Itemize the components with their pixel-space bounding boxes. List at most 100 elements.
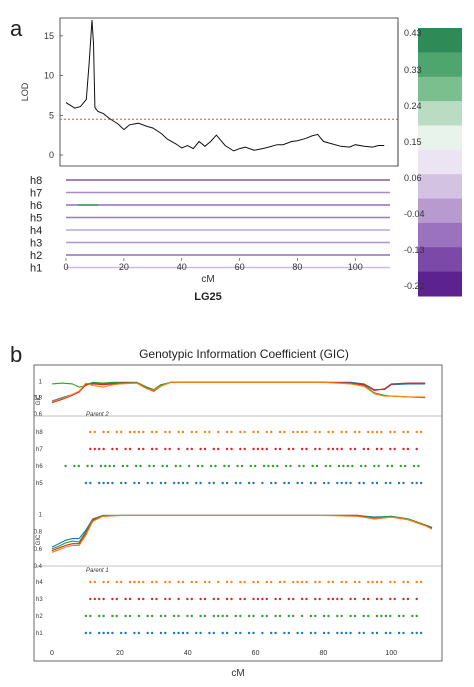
gic-marker-dot xyxy=(359,464,363,468)
panel-a-x-axis: 0 20 40 60 80 100 xyxy=(63,258,363,272)
gic-tick-label: 0.6 xyxy=(34,547,43,553)
gic-marker-dot xyxy=(249,464,252,468)
gic-marker-dot xyxy=(217,597,220,601)
gic-marker-dot xyxy=(318,447,321,451)
gic-marker-dot xyxy=(353,580,357,584)
gic-marker-dot xyxy=(230,447,233,451)
gic-marker-dot xyxy=(274,597,277,601)
gic-marker-dot xyxy=(164,430,167,434)
colorbar-tick-label: -0.04 xyxy=(404,209,425,219)
gic-marker-dot xyxy=(380,614,383,618)
gic-marker-dot xyxy=(146,481,149,485)
gic-marker-dot xyxy=(73,464,76,468)
colorbar-segment xyxy=(418,28,462,53)
gic-series-line xyxy=(51,381,426,403)
gic-marker-dot xyxy=(89,447,92,451)
gic-marker-dot xyxy=(271,464,275,468)
gic-marker-dot xyxy=(98,597,101,601)
gic-marker-dot xyxy=(217,430,220,434)
gic-marker-dot xyxy=(274,481,277,485)
gic-marker-dot xyxy=(239,631,242,635)
gic-marker-dot xyxy=(270,481,273,485)
gic-marker-dot xyxy=(172,481,176,485)
gic-marker-dot xyxy=(384,481,388,485)
gic-tick-label: 0.8 xyxy=(34,530,43,536)
lod-plot-frame xyxy=(59,17,399,167)
gic-marker-dot xyxy=(300,430,304,434)
gic-marker-dot xyxy=(412,464,416,468)
gic-marker-dot xyxy=(265,597,268,601)
gic-marker-dot xyxy=(201,464,204,468)
gic-marker-dot xyxy=(256,430,260,434)
gic-series-line xyxy=(51,514,433,553)
gic-marker-dot xyxy=(164,614,167,618)
gic-haplotype-label: h1 xyxy=(36,631,43,637)
gic-marker-dot xyxy=(239,430,242,434)
gic-marker-dot xyxy=(415,430,418,434)
gic-marker-dot xyxy=(243,580,246,584)
gic-marker-dot xyxy=(225,481,229,485)
gic-marker-dot xyxy=(155,580,158,584)
gic-marker-dot xyxy=(137,580,141,584)
gic-marker-dot xyxy=(367,580,370,584)
gic-haplotype-label: h7 xyxy=(36,447,43,453)
colorbar-segment xyxy=(418,76,462,102)
gic-marker-dot xyxy=(217,447,220,451)
gic-marker-dot xyxy=(300,597,304,601)
parent-1-label: Parent 1 xyxy=(86,568,109,574)
gic-marker-dot xyxy=(195,631,198,635)
gic-marker-dot xyxy=(283,481,286,485)
gic-marker-dot xyxy=(252,481,255,485)
gic-marker-dot xyxy=(331,430,335,434)
gic-marker-dot xyxy=(327,580,330,584)
gic-marker-dot xyxy=(261,447,264,451)
gic-marker-dot xyxy=(181,631,185,635)
gic-marker-dot xyxy=(121,464,125,468)
gic-marker-dot xyxy=(371,481,374,485)
gic-marker-dot xyxy=(292,614,295,618)
gic-marker-dot xyxy=(380,597,383,601)
gic-marker-dot xyxy=(314,631,317,635)
gic-haplotype-label: h6 xyxy=(36,464,43,470)
gic-marker-dot xyxy=(336,447,339,451)
gic-series-line xyxy=(51,514,433,550)
gic-marker-dot xyxy=(393,597,396,601)
gic-marker-dot xyxy=(331,597,335,601)
gic-marker-dot xyxy=(164,481,167,485)
haplotype-label: h1 xyxy=(30,263,42,275)
lod-tick-label: 15 xyxy=(44,31,54,41)
gic-marker-dot xyxy=(393,580,396,584)
gic-marker-dot xyxy=(93,580,97,584)
gic-marker-dot xyxy=(393,447,396,451)
gic-marker-dot xyxy=(159,631,163,635)
gic-marker-dot xyxy=(186,597,189,601)
x-tick-label: 20 xyxy=(119,262,129,272)
colorbar-tick-label: -0.13 xyxy=(404,245,425,255)
gic-marker-dot xyxy=(287,597,290,601)
gic-marker-dot xyxy=(124,447,127,451)
gic-marker-dot xyxy=(402,597,405,601)
x-tick-label: 60 xyxy=(235,262,245,272)
gic-marker-dot xyxy=(367,614,370,618)
colorbar-segment xyxy=(418,198,462,224)
gic-marker-dot xyxy=(364,464,367,468)
gic-marker-dot xyxy=(186,447,189,451)
gic-marker-dot xyxy=(419,481,423,485)
gic-marker-dot xyxy=(190,447,193,451)
gic-marker-dot xyxy=(375,614,379,618)
x-tick-label: 80 xyxy=(292,262,302,272)
gic-marker-dot xyxy=(358,430,361,434)
gic-marker-dot xyxy=(252,580,255,584)
gic-marker-dot xyxy=(287,481,290,485)
gic-marker-dot xyxy=(106,580,110,584)
colorbar-segment xyxy=(418,222,462,248)
gic-title: Genotypic Information Coefficient (GIC) xyxy=(139,347,349,361)
linkage-group-label: LG25 xyxy=(194,291,222,303)
colorbar-segment xyxy=(418,271,462,297)
gic-marker-dot xyxy=(358,631,361,635)
gic-marker-dot xyxy=(64,464,67,468)
gic-marker-dot xyxy=(102,580,105,584)
gic-marker-dot xyxy=(150,614,154,618)
gic-marker-dot xyxy=(98,614,101,618)
